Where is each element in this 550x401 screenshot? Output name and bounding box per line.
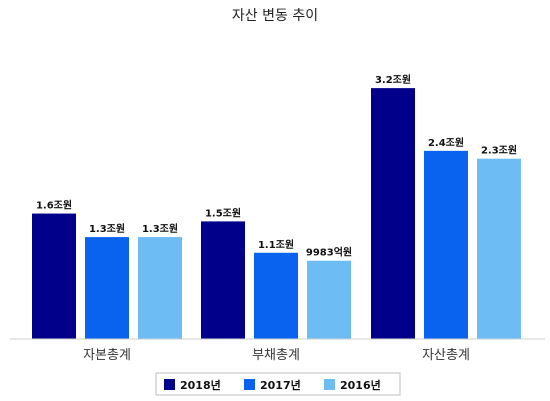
bar-2-1 [201, 221, 245, 339]
legend-label: 2017년 [260, 378, 301, 392]
data-label: 2.4조원 [428, 136, 464, 149]
legend-label: 2018년 [180, 378, 221, 392]
data-label: 2.3조원 [481, 144, 517, 157]
legend-swatch [324, 379, 335, 390]
legend-frame [155, 372, 401, 396]
category-label: 부채총계 [252, 348, 300, 363]
legend-swatch [164, 379, 175, 390]
bar-1-1 [32, 213, 76, 339]
category-label: 자본총계 [83, 348, 131, 363]
data-label: 1.5조원 [205, 206, 241, 219]
legend: 2018년 2017년 2016년 [155, 372, 401, 396]
data-label: 1.6조원 [36, 199, 72, 212]
bar-3-1 [371, 88, 415, 340]
data-label: 9983억원 [306, 246, 352, 259]
data-labels-layer: 1.6조원 1.3조원 1.3조원 1.5조원 1.1조원 9983억원 3.2조원 2.4조… [36, 73, 517, 259]
legend-swatch [244, 379, 255, 390]
chart-title: 자산 변동 추이 [232, 8, 318, 24]
bar-1-3 [138, 237, 182, 339]
data-label: 1.1조원 [258, 238, 294, 251]
bar-3-3 [477, 158, 521, 339]
data-label: 3.2조원 [375, 73, 411, 86]
bars-layer [32, 88, 521, 340]
data-label: 1.3조원 [89, 222, 125, 235]
bar-3-2 [424, 150, 468, 339]
bar-1-2 [85, 237, 129, 339]
bar-2-2 [254, 252, 298, 339]
data-label: 1.3조원 [142, 222, 178, 235]
legend-label: 2016년 [340, 378, 381, 392]
bar-2-3 [307, 260, 351, 339]
category-label: 자산총계 [422, 348, 470, 363]
category-labels-layer: 자본총계 부채총계 자산총계 [83, 348, 470, 363]
